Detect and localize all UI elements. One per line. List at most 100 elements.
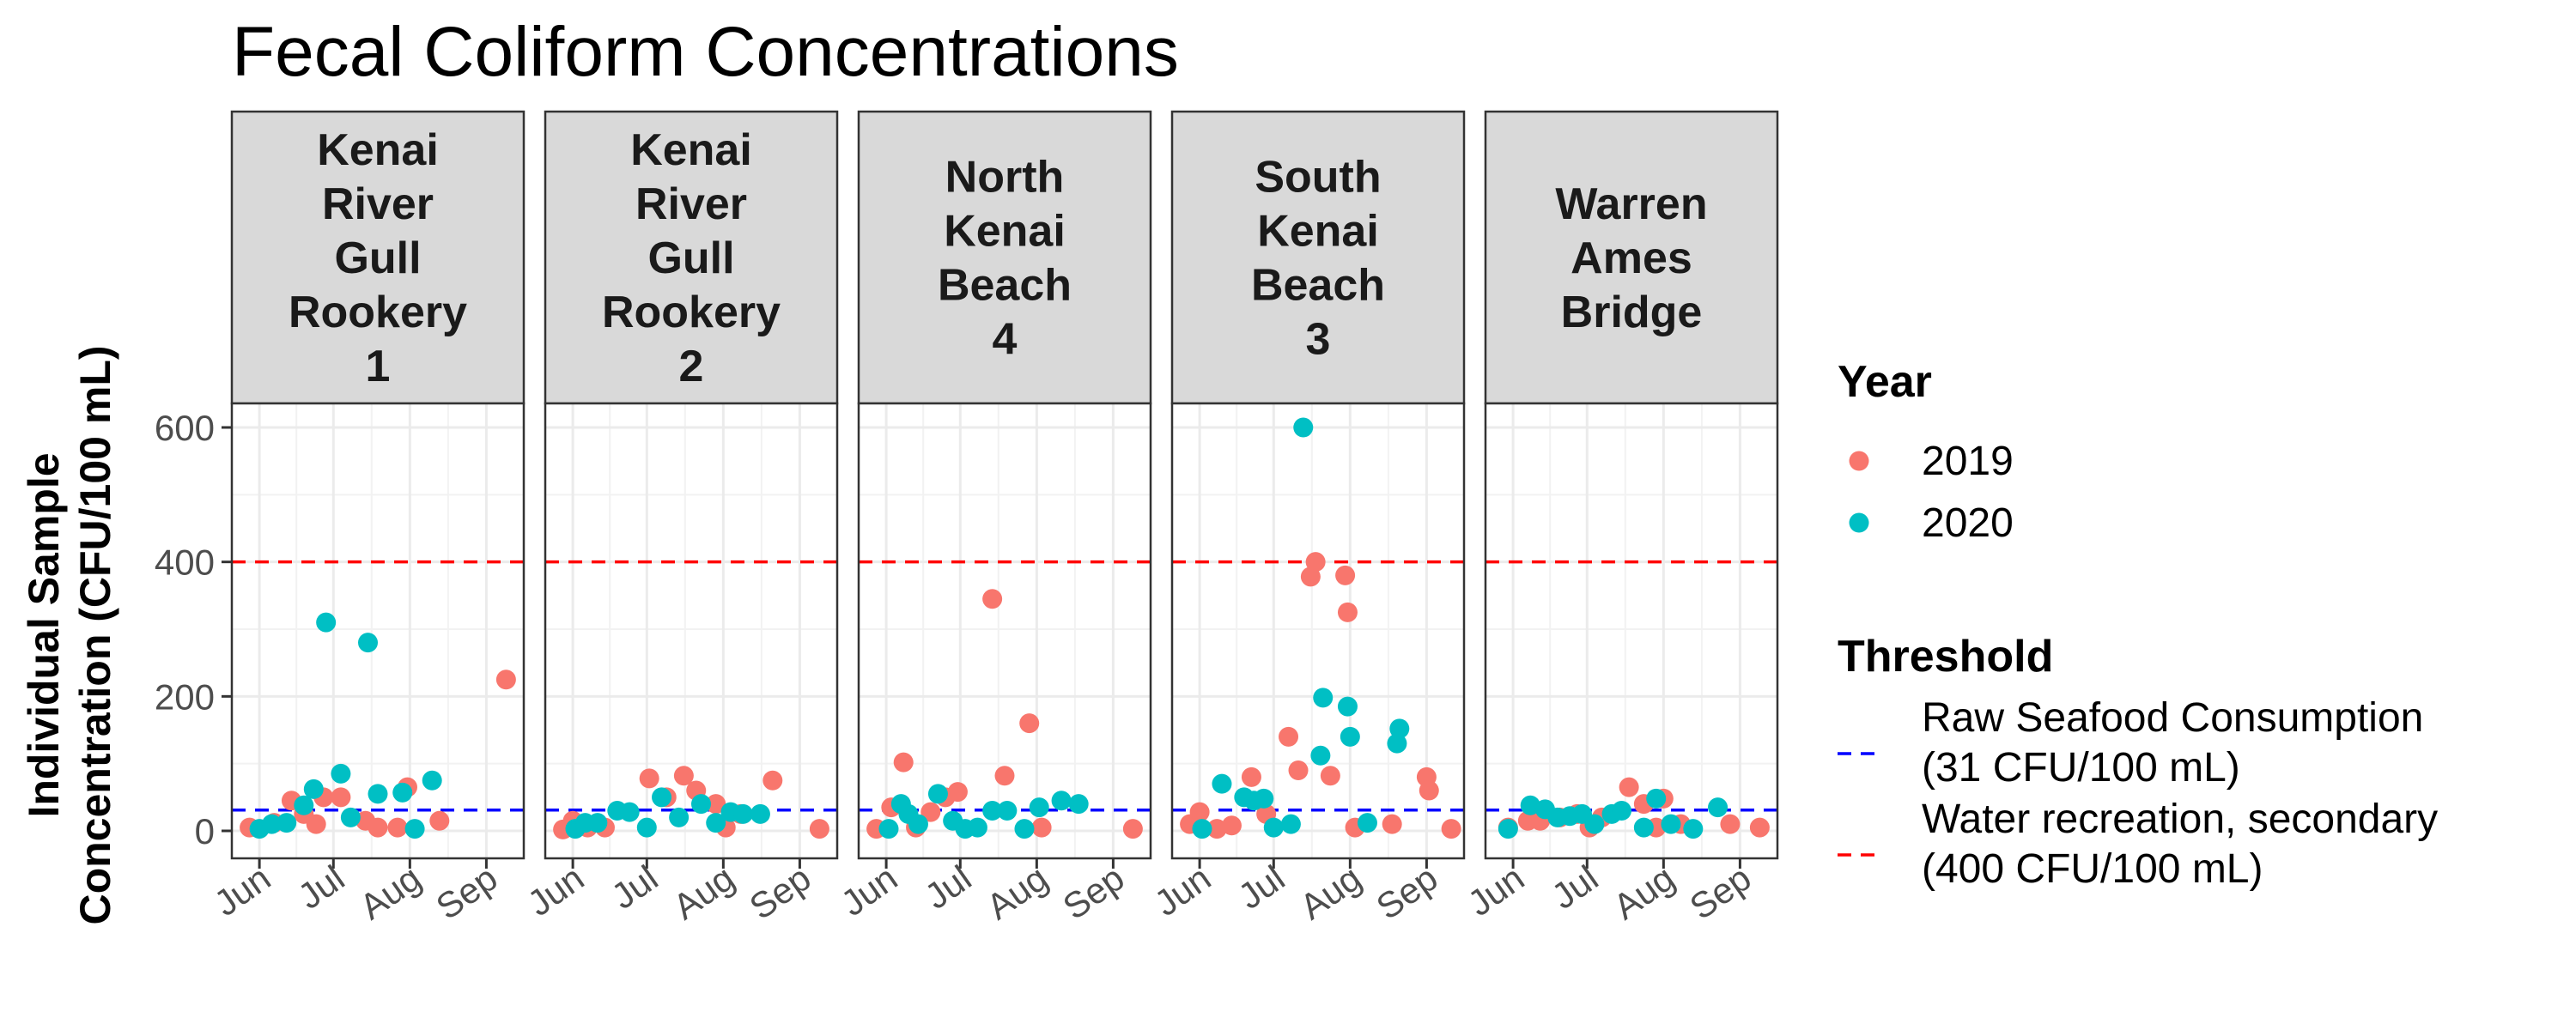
facet-title-line: 4 xyxy=(993,315,1018,365)
point-2020 xyxy=(1633,817,1654,838)
chart-title: Fecal Coliform Concentrations xyxy=(232,13,1179,91)
facet-title-line: Kenai xyxy=(944,207,1066,257)
point-2020 xyxy=(1389,718,1410,739)
point-2019 xyxy=(1441,819,1461,839)
point-2020 xyxy=(652,787,672,808)
point-2019 xyxy=(893,752,914,772)
point-2019 xyxy=(1382,814,1402,834)
point-2020 xyxy=(1068,794,1089,815)
facet-title-line: Rookery xyxy=(602,288,781,337)
point-2019 xyxy=(368,817,388,838)
facet-title-line: North xyxy=(945,153,1065,203)
x-tick-label: Aug xyxy=(1606,857,1681,927)
point-2020 xyxy=(1520,795,1540,815)
facet-title-line: Rookery xyxy=(289,288,467,337)
point-2020 xyxy=(1612,801,1632,821)
point-2019 xyxy=(1337,602,1358,622)
x-tick-label: Sep xyxy=(428,857,504,927)
point-2020 xyxy=(1584,814,1605,834)
point-2019 xyxy=(673,766,694,786)
point-2020 xyxy=(927,784,948,804)
facet-title-line: Gull xyxy=(334,233,421,283)
y-tick-label: 200 xyxy=(155,676,215,717)
facet-strip xyxy=(1484,110,1779,405)
plot-panel xyxy=(859,403,1151,858)
point-2019 xyxy=(947,782,968,803)
legend-label-2020: 2020 xyxy=(1922,500,2014,546)
point-2019 xyxy=(331,787,351,808)
x-tick-label: Jun xyxy=(1461,857,1531,924)
facet-title-line: South xyxy=(1255,153,1381,203)
x-tick-label: Jul xyxy=(918,857,979,917)
point-2020 xyxy=(1029,797,1049,818)
plot-panel-border xyxy=(544,402,839,860)
legend-key-2020 xyxy=(1849,512,1869,533)
point-2020 xyxy=(878,819,899,839)
point-2020 xyxy=(1387,733,1407,754)
point-2019 xyxy=(1720,814,1741,834)
point-2020 xyxy=(908,814,928,834)
legend-threshold-label: (400 CFU/100 mL) xyxy=(1922,846,2263,892)
facet-title-line: River xyxy=(635,179,747,229)
point-2020 xyxy=(294,795,314,815)
point-2020 xyxy=(422,770,442,791)
x-tick-label: Jul xyxy=(1545,857,1606,917)
point-2019 xyxy=(1019,713,1040,734)
x-tick-label: Sep xyxy=(1682,857,1758,927)
x-tick-label: Jun xyxy=(207,857,277,924)
facet-strip xyxy=(1170,110,1466,405)
point-2020 xyxy=(1310,745,1331,766)
point-2020 xyxy=(997,801,1018,821)
point-2019 xyxy=(639,768,659,789)
facet-title-line: Kenai xyxy=(630,125,752,175)
point-2020 xyxy=(636,817,657,838)
facet-title-line: Gull xyxy=(647,233,734,283)
point-2020 xyxy=(331,763,351,784)
y-axis-title-line-1: Individual Sample xyxy=(20,452,68,817)
point-2020 xyxy=(1337,696,1358,717)
point-2019 xyxy=(1031,817,1052,838)
point-2019 xyxy=(1122,819,1143,839)
y-tick-label: 400 xyxy=(155,542,215,583)
legend-threshold-label: Raw Seafood Consumption xyxy=(1922,695,2423,741)
plot-panel-border xyxy=(230,402,526,860)
point-2020 xyxy=(340,807,361,827)
point-2020 xyxy=(967,817,987,838)
facet-title-line: 3 xyxy=(1306,315,1331,365)
point-2020 xyxy=(1661,814,1681,834)
point-2019 xyxy=(1619,777,1639,797)
x-tick-label: Jun xyxy=(520,857,591,924)
point-2020 xyxy=(982,801,1003,821)
point-2020 xyxy=(261,814,282,834)
plot-panel xyxy=(232,403,524,858)
facet-strip xyxy=(544,110,839,405)
point-2019 xyxy=(809,819,829,839)
point-2020 xyxy=(1646,788,1667,809)
point-2020 xyxy=(1683,819,1704,839)
point-2019 xyxy=(387,817,408,838)
x-tick-label: Sep xyxy=(1369,857,1444,927)
facet-title-line: Bridge xyxy=(1561,288,1703,337)
x-tick-label: Sep xyxy=(742,857,817,927)
facet-title-line: Warren xyxy=(1555,179,1707,229)
facet-title-line: Ames xyxy=(1571,233,1692,283)
point-2020 xyxy=(276,813,297,833)
point-2019 xyxy=(306,814,326,834)
facet-strip xyxy=(230,110,526,405)
point-2019 xyxy=(495,670,516,690)
x-tick-label: Aug xyxy=(1292,857,1368,927)
facet-strip xyxy=(857,110,1152,405)
facet-title-line: Kenai xyxy=(1257,207,1379,257)
plot-panel-border xyxy=(1484,402,1779,860)
point-2020 xyxy=(690,794,711,815)
point-2020 xyxy=(368,784,388,804)
point-2020 xyxy=(619,802,640,822)
y-axis-title-line-2: Concentration (CFU/100 mL) xyxy=(71,345,119,924)
legend-year-title: Year xyxy=(1838,357,1932,407)
legend-threshold-label: (31 CFU/100 mL) xyxy=(1922,745,2240,791)
